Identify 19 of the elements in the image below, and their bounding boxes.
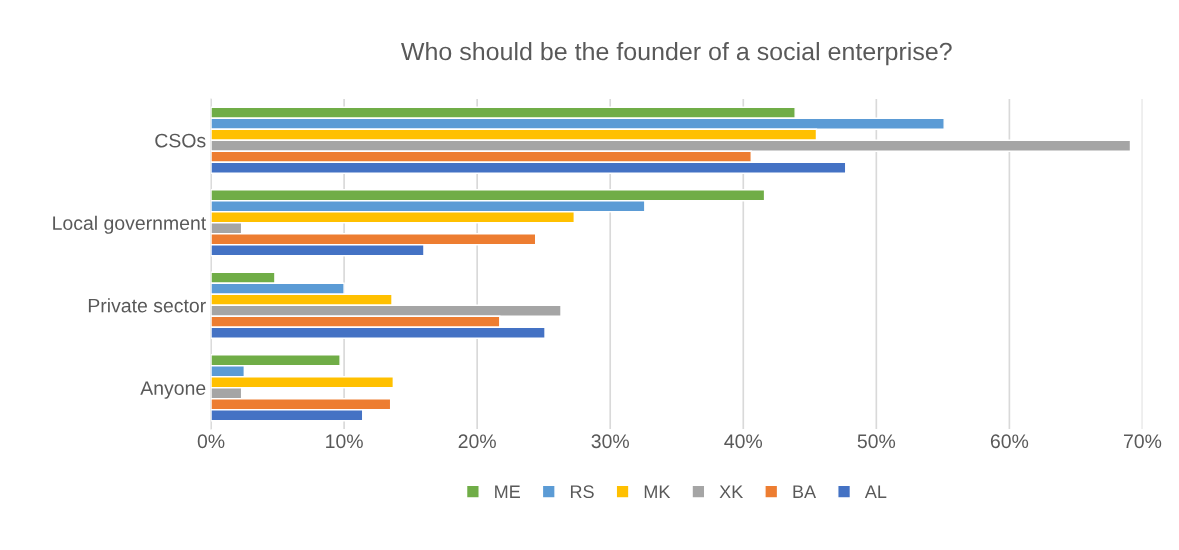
legend-label: XK: [719, 485, 744, 498]
y-tick-label: Private sector: [88, 298, 206, 313]
x-tick-label: 40%: [724, 434, 763, 449]
legend-label: RS: [570, 485, 594, 499]
legend-label: AL: [864, 485, 887, 498]
x-tick-label: 70%: [1123, 434, 1162, 449]
x-tick-label: 0%: [197, 434, 225, 449]
legend-label: ME: [495, 485, 520, 498]
x-tick-label: 10%: [326, 434, 363, 449]
x-tick-label: 50%: [857, 434, 896, 449]
y-tick-label: CSOs: [155, 133, 206, 148]
legend-label: MK: [644, 485, 671, 498]
x-tick-label: 20%: [458, 434, 496, 449]
x-tick-label: 30%: [591, 434, 629, 449]
y-tick-label: Local government: [53, 215, 207, 234]
y-tick-label: Anyone: [140, 381, 206, 399]
chart-title: Who should be the founder of a social enterprise?: [401, 41, 952, 66]
x-tick-label: 60%: [990, 434, 1029, 449]
legend-label: BA: [793, 485, 817, 498]
